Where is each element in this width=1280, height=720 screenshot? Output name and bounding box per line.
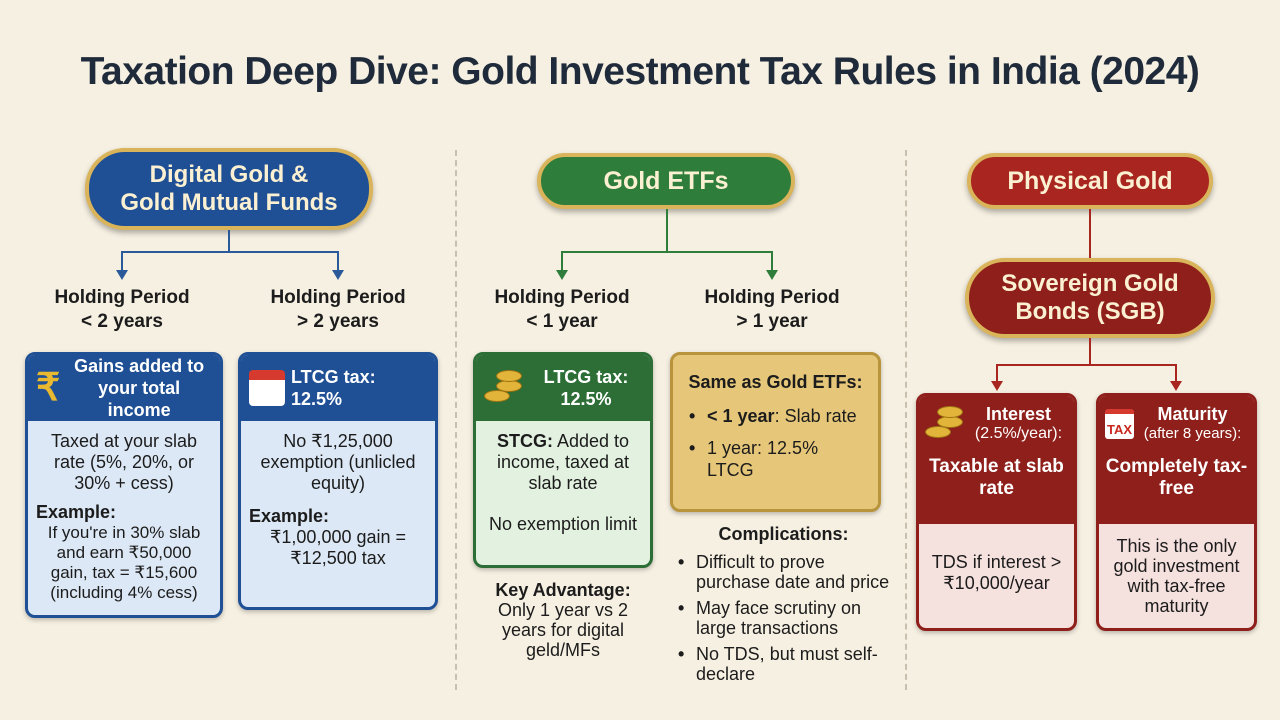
holding-period-label: Holding Period < 2 years <box>54 287 190 332</box>
connector <box>666 209 668 252</box>
connector <box>996 364 998 382</box>
card-body: Taxed at your slab rate (5%, 20%, or 30%… <box>50 431 198 493</box>
example-text: ₹1,00,000 gain = ₹12,500 tax <box>269 527 407 568</box>
connector <box>561 251 773 253</box>
connector <box>121 251 123 271</box>
arrow-down-icon <box>991 381 1003 391</box>
card-header: LTCG tax: 12.5% <box>291 367 376 409</box>
divider <box>905 150 907 690</box>
holding-period-label: Holding Period > 1 year <box>704 287 840 332</box>
coins-icon <box>484 368 524 408</box>
etf-short-term-card: LTCG tax: 12.5% STCG: Added to income, t… <box>473 352 653 568</box>
arrow-down-icon <box>766 270 778 280</box>
bullet-item: Difficult to prove purchase date and pri… <box>676 552 891 592</box>
bullet-item: 1 year: 12.5% LTCG <box>687 437 864 481</box>
card-header: Completely tax-free <box>1105 456 1248 499</box>
connector <box>996 364 1177 366</box>
card-body: TDS if interest > ₹10,000/year <box>931 552 1062 593</box>
etf-long-term-card: Same as Gold ETFs: < 1 year: Slab rate 1… <box>670 352 881 512</box>
connector <box>561 251 563 271</box>
complications: Complications: Difficult to prove purcha… <box>676 524 891 690</box>
connector <box>337 251 339 271</box>
holding-period-label: Holding Period > 2 years <box>270 287 406 332</box>
physical-gold-header: Physical Gold <box>967 153 1213 209</box>
card-body: No ₹1,25,000 exemption (unlicled equity) <box>260 431 416 493</box>
stcg-text: Added to income, taxed at slab rate <box>496 431 630 493</box>
rupee-icon: ₹ <box>36 367 61 409</box>
card-note: No exemption limit <box>488 514 638 534</box>
connector <box>228 230 230 252</box>
bullet-item: < 1 year: Slab rate <box>687 405 864 427</box>
page-title: Taxation Deep Dive: Gold Investment Tax … <box>80 50 1200 93</box>
holding-period-label: Holding Period < 1 year <box>494 287 630 332</box>
calendar-icon <box>249 370 285 406</box>
connector <box>1089 338 1091 365</box>
connector <box>1089 209 1091 259</box>
tax-calendar-icon: TAX <box>1105 409 1135 439</box>
card-header: Taxable at slab rate <box>929 456 1064 499</box>
example-label: Example: <box>36 502 117 522</box>
arrow-down-icon <box>556 270 568 280</box>
sgb-header: Sovereign Gold Bonds (SGB) <box>965 258 1215 338</box>
digital-short-term-card: ₹ Gains added to your total income Taxed… <box>25 352 223 618</box>
digital-gold-header: Digital Gold & Gold Mutual Funds <box>85 148 373 230</box>
arrow-down-icon <box>332 270 344 280</box>
example-text: If you're in 30% slab and earn ₹50,000 g… <box>47 523 201 602</box>
gold-etf-header: Gold ETFs <box>537 153 795 209</box>
header-line: Digital Gold & <box>149 161 309 189</box>
arrow-down-icon <box>116 270 128 280</box>
card-header: Same as Gold ETFs: <box>688 372 863 392</box>
connector <box>121 251 339 253</box>
card-body: This is the only gold investment with ta… <box>1113 536 1240 616</box>
bullet-item: No TDS, but must self-declare <box>676 644 891 684</box>
key-advantage: Key Advantage: Only 1 year vs 2 years for… <box>495 580 631 660</box>
card-header: LTCG tax: 12.5% <box>543 367 629 409</box>
connector <box>1175 364 1177 382</box>
sgb-interest-card: Interest (2.5%/year): Taxable at slab rat… <box>916 393 1077 631</box>
connector <box>771 251 773 271</box>
sgb-maturity-card: TAX Maturity (after 8 years): Completely … <box>1096 393 1257 631</box>
coins-icon <box>925 404 965 444</box>
example-label: Example: <box>249 506 330 526</box>
stcg-label: STCG: <box>496 431 553 451</box>
bullet-item: May face scrutiny on large transactions <box>676 598 891 638</box>
card-header: Gains added to your total income <box>74 356 205 420</box>
arrow-down-icon <box>1170 381 1182 391</box>
digital-long-term-card: LTCG tax: 12.5% No ₹1,25,000 exemption (… <box>238 352 438 610</box>
header-line: Gold Mutual Funds <box>120 189 338 216</box>
divider <box>455 150 457 690</box>
